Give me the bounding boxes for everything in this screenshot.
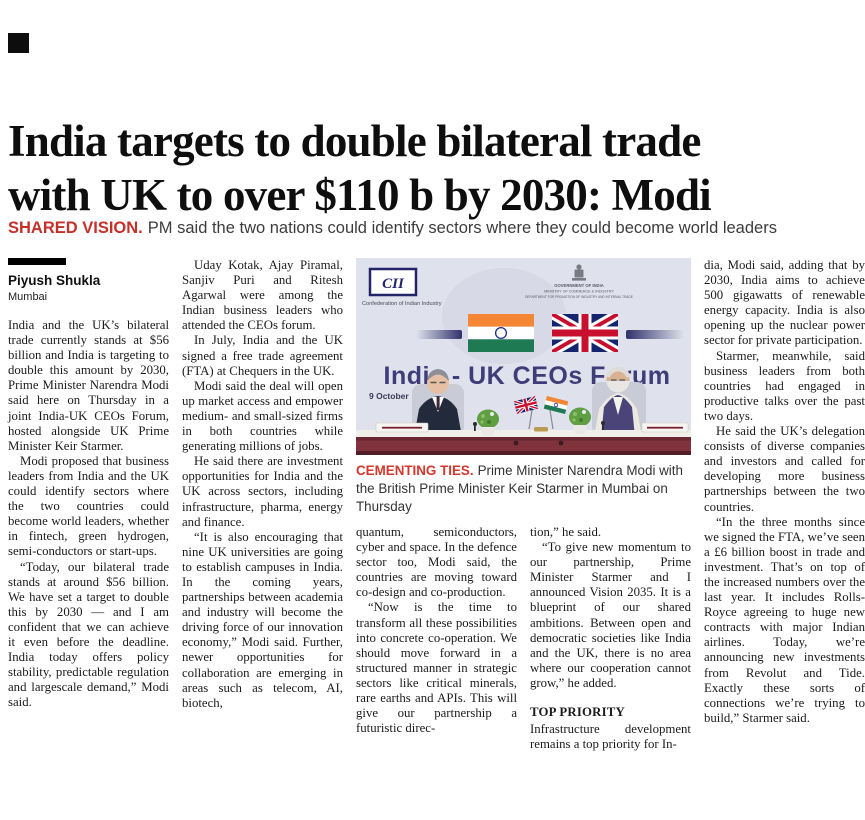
body-paragraph: Starmer, meanwhile, said business leader…	[704, 348, 865, 423]
table-front	[356, 437, 691, 455]
article-column-1: Piyush Shukla Mumbai India and the UK’s …	[8, 258, 169, 710]
table-microphones	[473, 421, 605, 446]
govt-text: GOVERNMENT OF INDIA MINISTRY OF COMMERCE…	[525, 283, 633, 299]
photo-and-columns: CII Confederation of Indian Industry GOV…	[356, 258, 691, 752]
flower-bouquet-right	[569, 407, 591, 434]
section-subhead: TOP PRIORITY	[530, 705, 625, 720]
narendra-modi-figure	[594, 367, 642, 437]
body-paragraph: Modi said the deal will open up market a…	[182, 378, 343, 454]
uk-flag-icon	[552, 314, 618, 352]
article-column-3: quantum, semiconductors, cyber and space…	[356, 525, 517, 736]
article-column-2: Uday Kotak, Ajay Piramal, Sanjiv Puri an…	[182, 258, 343, 711]
body-paragraph: In July, India and the UK signed a free …	[182, 333, 343, 378]
body-paragraph: India and the UK’s bilateral trade curre…	[8, 318, 169, 453]
byline-bar	[8, 258, 66, 265]
desk-india-flag-icon	[543, 396, 569, 414]
body-paragraph: Modi proposed that business leaders from…	[8, 453, 169, 559]
flower-bouquet-left	[477, 409, 499, 436]
headline: India targets to double bilateral trade …	[8, 114, 860, 222]
byline: Piyush Shukla Mumbai	[8, 258, 169, 303]
india-emblem-icon	[572, 264, 586, 281]
headline-line2: with UK to over $110 b by 2030: Modi	[8, 170, 712, 221]
table-front-shadow	[356, 437, 691, 441]
kicker-label: SHARED VISION.	[8, 219, 143, 237]
desk-flags	[513, 396, 569, 432]
govt-line-2: MINISTRY OF COMMERCE & INDUSTRY	[544, 290, 614, 294]
banner-strip-right	[626, 330, 684, 339]
body-paragraph: He said the UK’s delegation consists of …	[704, 424, 865, 514]
govt-line-1: GOVERNMENT OF INDIA	[554, 283, 604, 288]
byline-author: Piyush Shukla	[8, 273, 101, 288]
article-column-4: tion,” he said. “To give new momentum to…	[530, 525, 691, 752]
kicker: SHARED VISION. PM said the two nations co…	[8, 219, 860, 238]
byline-location: Mumbai	[8, 291, 48, 303]
name-plate-left	[375, 422, 429, 433]
body-paragraph: Infrastructure development remains a top…	[530, 722, 691, 752]
kicker-text: PM said the two nations could identify s…	[147, 219, 777, 237]
name-plate-right	[641, 422, 689, 433]
body-paragraph: “Today, our bilateral trade stands at ar…	[8, 559, 169, 710]
india-flag-icon	[468, 314, 534, 352]
photo-caption: CEMENTING TIES. Prime Minister Narendra M…	[356, 462, 691, 516]
table-top	[356, 430, 691, 437]
caption-text: Prime Minister Narendra Modi with the Br…	[356, 463, 683, 514]
body-paragraph: “To give new momentum to our partnership…	[530, 540, 691, 690]
forum-photo: CII Confederation of Indian Industry GOV…	[356, 258, 691, 455]
cii-subtitle: Confederation of Indian Industry	[362, 301, 442, 307]
table-front-base	[356, 451, 691, 455]
article-column-5: dia, Modi said, adding that by 2030, Ind…	[704, 258, 865, 726]
caption-label: CEMENTING TIES.	[356, 463, 474, 478]
body-paragraph: He said there are investment opportuniti…	[182, 454, 343, 529]
cii-logo-text: CII	[382, 276, 405, 292]
body-paragraph: “In the three months since we signed the…	[704, 514, 865, 725]
desk-uk-flag-icon	[513, 396, 539, 414]
body-paragraph: “It is also encouraging that nine UK uni…	[182, 529, 343, 710]
body-paragraph: tion,” he said.	[530, 525, 602, 539]
body-paragraph: “Now is the time to transform all these …	[356, 600, 517, 736]
headline-line1: India targets to double bilateral trade	[8, 116, 701, 167]
body-paragraph: dia, Modi said, adding that by 2030, Ind…	[704, 258, 865, 348]
body-paragraph: Uday Kotak, Ajay Piramal, Sanjiv Puri an…	[182, 258, 343, 333]
govt-line-3: DEPARTMENT FOR PROMOTION OF INDUSTRY AND…	[525, 295, 633, 299]
article-columns: Piyush Shukla Mumbai India and the UK’s …	[8, 258, 865, 752]
cii-logo: CII Confederation of Indian Industry	[362, 267, 442, 307]
banner-strip-left	[416, 330, 462, 339]
page-corner-mark	[8, 33, 29, 53]
banner-date: 9 October	[369, 391, 409, 401]
body-paragraph: quantum, semiconductors, cyber and space…	[356, 525, 517, 600]
